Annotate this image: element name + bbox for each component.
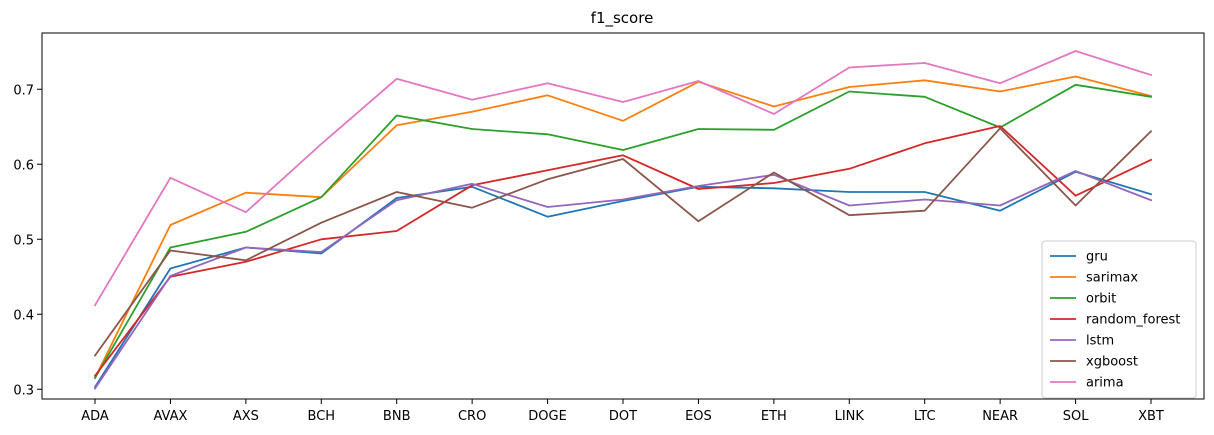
chart-title: f1_score bbox=[591, 9, 654, 28]
x-tick-label: XBT bbox=[1138, 409, 1164, 424]
x-tick-label: DOT bbox=[609, 409, 637, 424]
legend-label: random_forest bbox=[1086, 313, 1180, 328]
legend-label: sarimax bbox=[1086, 271, 1138, 286]
x-tick-label: AXS bbox=[233, 409, 259, 424]
x-tick-label: ADA bbox=[81, 409, 109, 424]
x-tick-label: BCH bbox=[308, 409, 336, 424]
series-line-arima bbox=[93, 50, 1153, 307]
legend-label: arima bbox=[1086, 376, 1124, 391]
series-line-sarimax bbox=[93, 75, 1153, 380]
series-line-lstm bbox=[93, 170, 1153, 390]
x-tick-label: NEAR bbox=[982, 409, 1018, 424]
x-axis: ADA AVAX AXS BCH BNB CRO DOGE DOT EOS ETH LINK LTC N… bbox=[81, 399, 1164, 424]
y-tick-label: 0.4 bbox=[13, 308, 34, 323]
y-tick-label: 0.5 bbox=[13, 233, 34, 248]
series-lines bbox=[93, 50, 1153, 390]
x-tick-label: ETH bbox=[761, 409, 787, 424]
y-tick-label: 0.3 bbox=[13, 383, 34, 398]
x-tick-label: DOGE bbox=[528, 409, 567, 424]
x-tick-label: AVAX bbox=[153, 409, 187, 424]
legend-label: xgboost bbox=[1086, 355, 1138, 370]
x-tick-label: CRO bbox=[458, 409, 486, 424]
series-line-random-forest bbox=[93, 125, 1153, 378]
plot-area bbox=[41, 32, 1205, 400]
y-tick-label: 0.6 bbox=[13, 158, 34, 173]
x-tick-label: LTC bbox=[914, 409, 936, 424]
legend-label: gru bbox=[1086, 250, 1108, 265]
legend-label: lstm bbox=[1086, 334, 1114, 349]
series-line-orbit bbox=[93, 83, 1153, 380]
y-tick-label: 0.7 bbox=[13, 83, 34, 98]
x-tick-label: SOL bbox=[1063, 409, 1089, 424]
x-tick-label: BNB bbox=[383, 409, 411, 424]
legend-label: orbit bbox=[1086, 292, 1116, 307]
x-tick-label: EOS bbox=[685, 409, 712, 424]
legend-box bbox=[1041, 240, 1197, 399]
y-axis: 0.3 0.4 0.5 0.6 0.7 bbox=[13, 83, 42, 398]
series-line-xgboost bbox=[93, 127, 1153, 357]
x-tick-label: LINK bbox=[835, 409, 865, 424]
